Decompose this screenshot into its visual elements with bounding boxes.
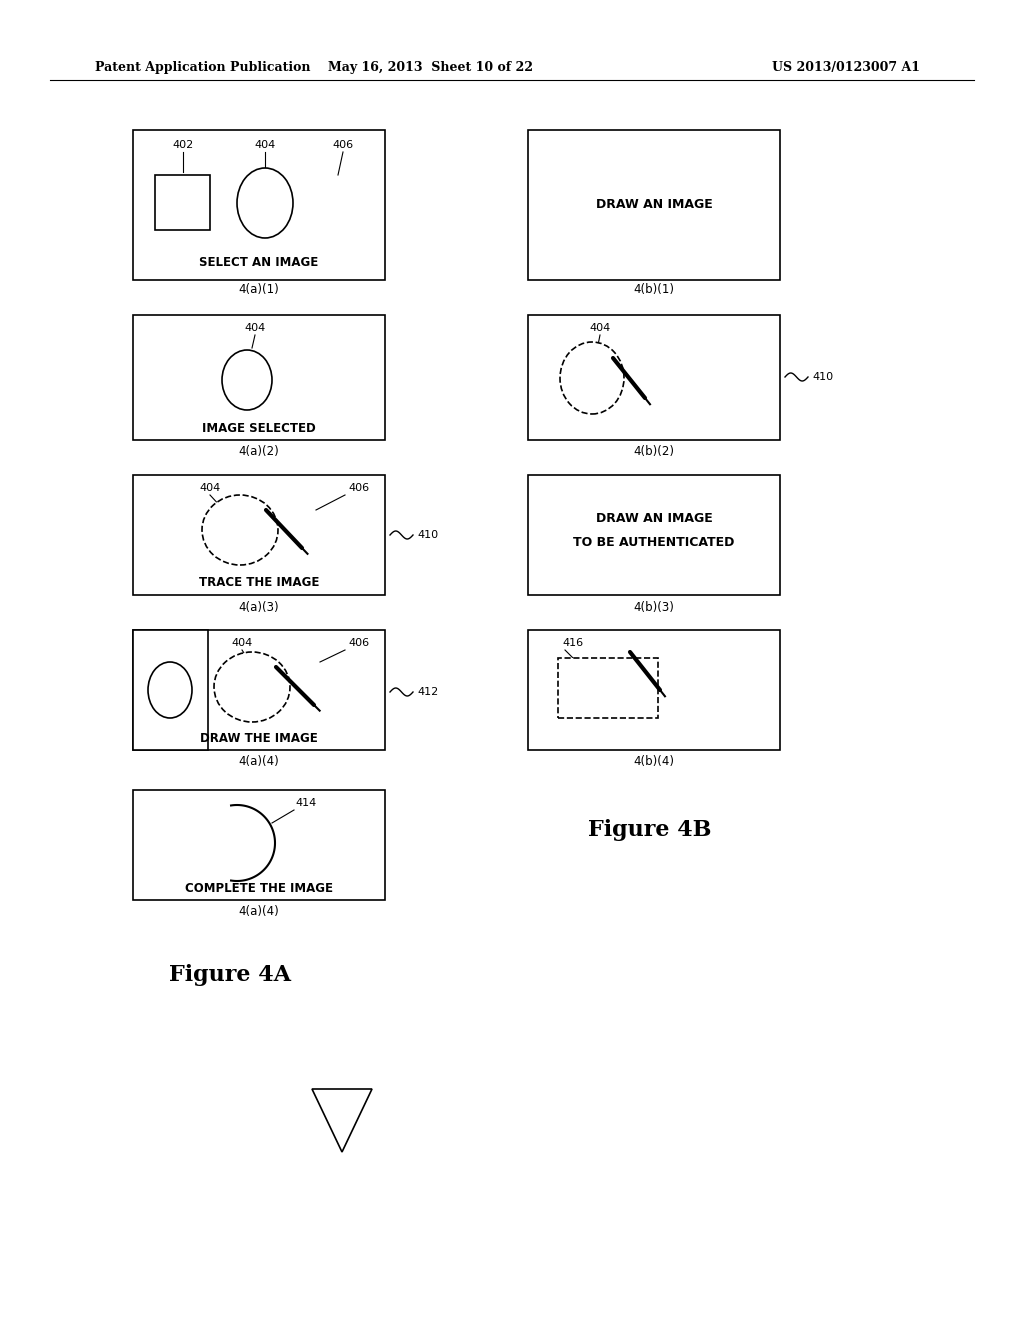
Text: SELECT AN IMAGE: SELECT AN IMAGE <box>200 256 318 269</box>
Text: 4(a)(3): 4(a)(3) <box>239 601 280 614</box>
Text: Figure 4B: Figure 4B <box>588 818 712 841</box>
FancyBboxPatch shape <box>528 315 780 440</box>
FancyBboxPatch shape <box>528 129 780 280</box>
FancyBboxPatch shape <box>133 315 385 440</box>
Text: 406: 406 <box>333 140 353 150</box>
Text: 402: 402 <box>172 140 194 150</box>
Text: May 16, 2013  Sheet 10 of 22: May 16, 2013 Sheet 10 of 22 <box>328 62 532 74</box>
Text: 404: 404 <box>254 140 275 150</box>
Text: 4(b)(4): 4(b)(4) <box>634 755 675 768</box>
FancyBboxPatch shape <box>558 657 658 718</box>
FancyBboxPatch shape <box>528 630 780 750</box>
Text: US 2013/0123007 A1: US 2013/0123007 A1 <box>772 62 920 74</box>
Ellipse shape <box>148 663 193 718</box>
Text: 406: 406 <box>348 483 369 492</box>
Text: IMAGE SELECTED: IMAGE SELECTED <box>202 421 315 434</box>
Ellipse shape <box>237 168 293 238</box>
Text: 4(b)(2): 4(b)(2) <box>634 446 675 458</box>
FancyBboxPatch shape <box>528 475 780 595</box>
Text: Patent Application Publication: Patent Application Publication <box>95 62 310 74</box>
Text: 410: 410 <box>812 372 834 381</box>
Text: 412: 412 <box>417 686 438 697</box>
FancyBboxPatch shape <box>133 630 208 750</box>
Text: 414: 414 <box>295 799 316 808</box>
Text: 404: 404 <box>200 483 220 492</box>
Ellipse shape <box>202 495 278 565</box>
FancyBboxPatch shape <box>133 789 385 900</box>
Text: 410: 410 <box>417 531 438 540</box>
Text: 4(a)(4): 4(a)(4) <box>239 755 280 768</box>
Text: COMPLETE THE IMAGE: COMPLETE THE IMAGE <box>185 882 333 895</box>
Text: DRAW AN IMAGE: DRAW AN IMAGE <box>596 511 713 524</box>
Text: DRAW THE IMAGE: DRAW THE IMAGE <box>200 731 317 744</box>
FancyBboxPatch shape <box>133 630 385 750</box>
Polygon shape <box>312 1089 372 1152</box>
FancyBboxPatch shape <box>155 176 210 230</box>
Text: 4(a)(1): 4(a)(1) <box>239 284 280 297</box>
FancyBboxPatch shape <box>133 475 385 595</box>
Text: 404: 404 <box>245 323 265 333</box>
FancyBboxPatch shape <box>133 129 385 280</box>
Text: TRACE THE IMAGE: TRACE THE IMAGE <box>199 577 319 590</box>
Text: 416: 416 <box>562 638 583 648</box>
Text: 406: 406 <box>348 638 369 648</box>
Text: TO BE AUTHENTICATED: TO BE AUTHENTICATED <box>573 536 734 549</box>
Text: 404: 404 <box>590 323 610 333</box>
Text: 4(a)(2): 4(a)(2) <box>239 446 280 458</box>
Text: 4(a)(4): 4(a)(4) <box>239 906 280 919</box>
Text: 4(b)(3): 4(b)(3) <box>634 601 675 614</box>
Ellipse shape <box>560 342 624 414</box>
Ellipse shape <box>214 652 290 722</box>
Text: DRAW AN IMAGE: DRAW AN IMAGE <box>596 198 713 211</box>
Text: Figure 4A: Figure 4A <box>169 964 291 986</box>
Text: 404: 404 <box>231 638 253 648</box>
Ellipse shape <box>222 350 272 411</box>
Text: 4(b)(1): 4(b)(1) <box>634 284 675 297</box>
